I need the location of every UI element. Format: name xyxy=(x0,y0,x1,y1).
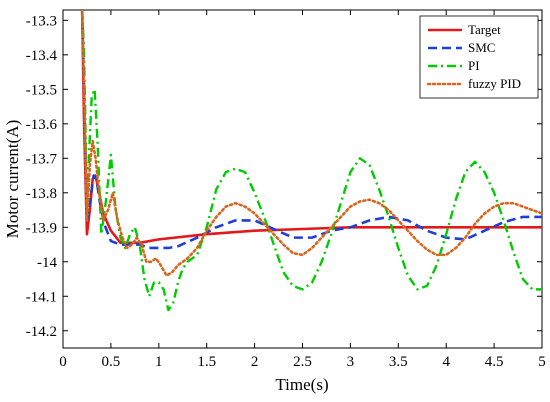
x-tick-label: 3 xyxy=(347,354,355,370)
legend-label: fuzzy PID xyxy=(468,76,521,91)
x-axis: 0 0.5 1 1.5 2 2.5 3 3.5 4 4.5 5 xyxy=(59,10,546,370)
series-line-fuzzy-pid xyxy=(80,10,542,277)
legend-label: PI xyxy=(468,58,480,73)
y-tick-label: -13.3 xyxy=(26,13,57,29)
y-tick-label: -13.4 xyxy=(26,48,58,64)
x-tick-label: 1 xyxy=(155,354,163,370)
y-tick-label: -13.9 xyxy=(26,220,57,236)
legend-label: Target xyxy=(468,22,501,37)
y-axis: -13.3 -13.4 -13.5 -13.6 -13.7 -13.8 -13.9 -14 -1… xyxy=(26,13,542,340)
series-layer xyxy=(80,10,542,312)
legend-label: SMC xyxy=(468,40,495,55)
legend: Target SMC PI fuzzy PID xyxy=(419,15,539,99)
x-tick-label: 5 xyxy=(538,354,546,370)
x-tick-label: 2.5 xyxy=(293,354,312,370)
x-tick-label: 1.5 xyxy=(197,354,216,370)
x-axis-label: Time(s) xyxy=(275,375,328,394)
y-tick-label: -13.5 xyxy=(26,82,57,98)
x-tick-label: 4.5 xyxy=(485,354,504,370)
x-tick-label: 3.5 xyxy=(389,354,408,370)
y-axis-label: Motor current(A) xyxy=(3,120,22,239)
x-tick-label: 0 xyxy=(59,354,67,370)
y-tick-label: -14.1 xyxy=(26,289,57,305)
x-tick-label: 0.5 xyxy=(102,354,121,370)
y-tick-label: -14.2 xyxy=(26,324,57,340)
y-tick-label: -13.6 xyxy=(26,117,58,133)
y-tick-label: -13.8 xyxy=(26,186,57,202)
y-tick-label: -14 xyxy=(37,255,57,271)
x-tick-label: 4 xyxy=(442,354,450,370)
y-tick-label: -13.7 xyxy=(26,151,58,167)
x-tick-label: 2 xyxy=(251,354,259,370)
